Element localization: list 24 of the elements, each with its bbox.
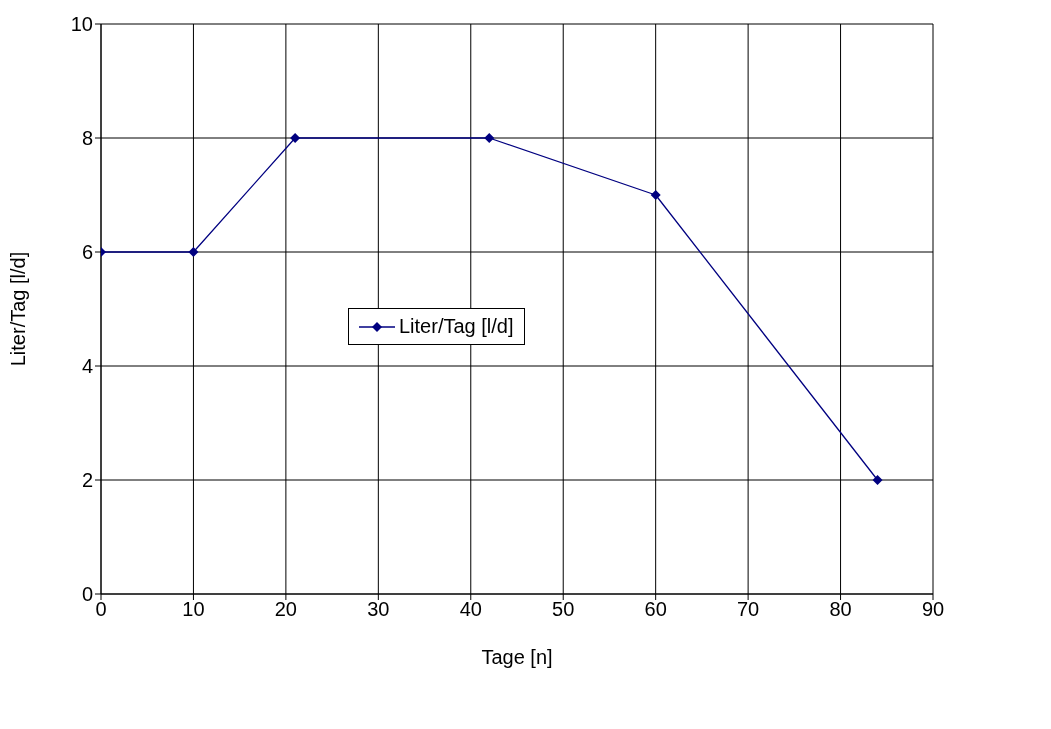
point: [484, 133, 495, 143]
point: [650, 190, 661, 200]
x-tick-label: 40: [459, 598, 482, 621]
x-axis-title: Tage [n]: [481, 646, 553, 668]
y-tick-label: 10: [70, 13, 93, 36]
x-tick-label: 60: [644, 598, 667, 621]
point: [872, 475, 883, 485]
point: [290, 133, 301, 143]
x-tick-label: 30: [367, 598, 390, 621]
x-tick-label: 80: [829, 598, 852, 621]
y-tick-label: 6: [81, 241, 93, 264]
x-tick-label: 90: [921, 598, 945, 621]
y-tick-label: 0: [81, 583, 93, 606]
y-tick-label: 8: [81, 127, 93, 150]
x-tick-label: 10: [182, 598, 205, 621]
x-tick-label: 70: [736, 598, 760, 621]
legend-label: Liter/Tag [l/d]: [399, 315, 514, 338]
y-tick-label: 2: [81, 469, 93, 492]
y-tick-label: 4: [81, 355, 93, 378]
x-tick-label: 20: [274, 598, 298, 621]
x-tick-label: 0: [95, 598, 107, 621]
x-tick-label: 50: [552, 598, 575, 621]
y-axis-title: Liter/Tag [l/d]: [7, 251, 30, 367]
point: [188, 247, 199, 257]
